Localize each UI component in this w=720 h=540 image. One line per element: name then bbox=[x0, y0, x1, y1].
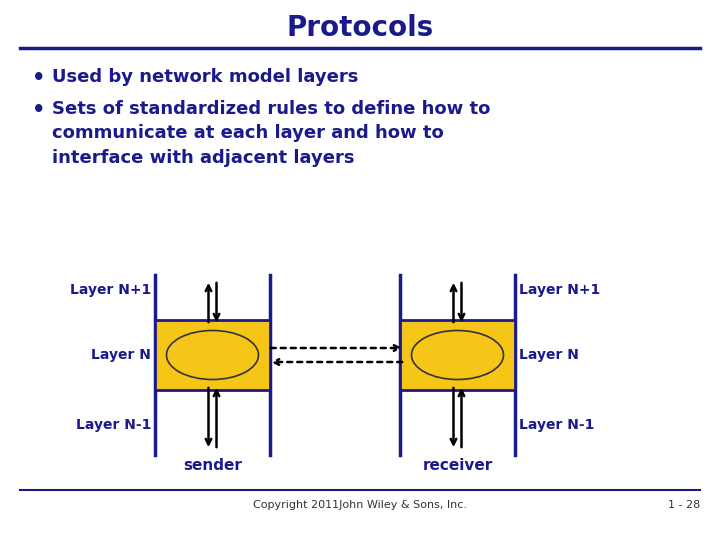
Text: receiver: receiver bbox=[423, 457, 492, 472]
Text: •: • bbox=[32, 100, 45, 120]
Text: Layer N: Layer N bbox=[91, 348, 151, 362]
Text: Protocols: Protocols bbox=[287, 14, 433, 42]
Text: Layer N-1: Layer N-1 bbox=[519, 418, 595, 432]
Text: Layer N+1: Layer N+1 bbox=[519, 283, 600, 297]
Text: •: • bbox=[32, 68, 45, 88]
Text: Copyright 2011John Wiley & Sons, Inc.: Copyright 2011John Wiley & Sons, Inc. bbox=[253, 500, 467, 510]
Text: 1 - 28: 1 - 28 bbox=[667, 500, 700, 510]
Text: sender: sender bbox=[183, 457, 242, 472]
Text: Layer N: Layer N bbox=[519, 348, 579, 362]
Text: Used by network model layers: Used by network model layers bbox=[52, 68, 359, 86]
Bar bbox=[155, 320, 270, 390]
Text: Layer N-1: Layer N-1 bbox=[76, 418, 151, 432]
Bar bbox=[400, 320, 515, 390]
Text: Sets of standardized rules to define how to
communicate at each layer and how to: Sets of standardized rules to define how… bbox=[52, 100, 490, 167]
Ellipse shape bbox=[166, 330, 258, 380]
Ellipse shape bbox=[412, 330, 503, 380]
Text: Layer N+1: Layer N+1 bbox=[70, 283, 151, 297]
